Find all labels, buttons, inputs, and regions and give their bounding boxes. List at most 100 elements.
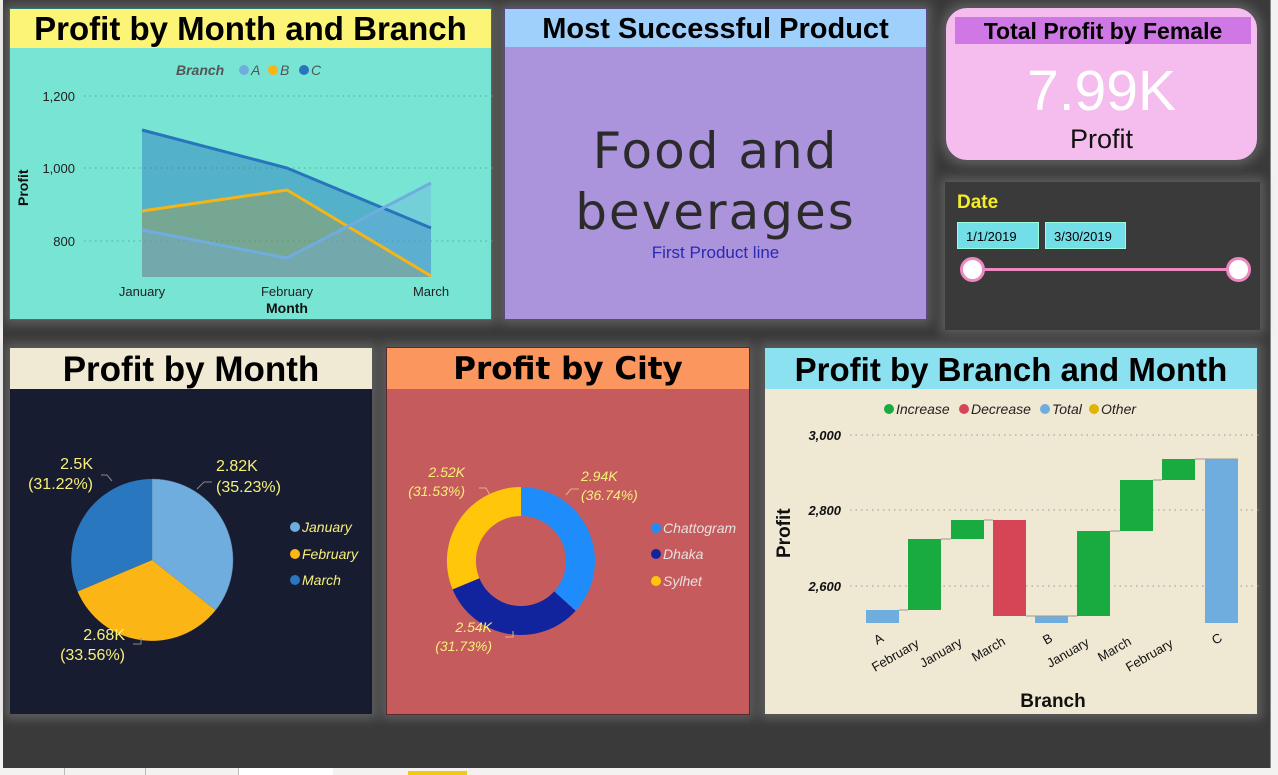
legend-decrease-icon xyxy=(959,404,969,414)
product-value: Food and beverages xyxy=(505,121,926,243)
panel-title: Most Successful Product xyxy=(505,9,926,47)
legend-item-total[interactable]: Total xyxy=(1052,401,1083,417)
profit-by-month-panel[interactable]: Profit by Month 2.82K (35.23%) 2.5K (31.… xyxy=(9,347,373,715)
legend-item-increase[interactable]: Increase xyxy=(896,401,950,417)
end-date-input[interactable]: 3/30/2019 xyxy=(1045,222,1126,249)
bar-b-total[interactable] xyxy=(1035,616,1068,623)
legend-dot-a-icon xyxy=(239,65,249,75)
legend-sylhet-icon xyxy=(651,576,661,586)
legend-february-icon xyxy=(290,549,300,559)
data-label: 2.94K xyxy=(580,468,618,484)
legend-item-chattogram[interactable]: Chattogram xyxy=(663,520,736,536)
data-label: (31.53%) xyxy=(408,483,465,499)
bar-b-january[interactable] xyxy=(1077,531,1110,616)
data-label: (36.74%) xyxy=(581,487,638,503)
x-tick: February xyxy=(1123,635,1176,674)
donut-chart[interactable]: 2.94K (36.74%) 2.52K (31.53%) 2.54K (31.… xyxy=(387,348,751,716)
x-tick: March xyxy=(413,284,449,299)
x-tick: January xyxy=(119,284,166,299)
legend-march-icon xyxy=(290,575,300,585)
y-tick: 3,000 xyxy=(808,428,841,443)
data-label: 2.54K xyxy=(454,619,492,635)
legend-item-a[interactable]: A xyxy=(250,62,260,78)
legend-item-sylhet[interactable]: Sylhet xyxy=(663,573,703,589)
panel-title: Profit by Month xyxy=(10,348,372,389)
legend-item-february[interactable]: February xyxy=(302,546,359,562)
start-slider-handle[interactable] xyxy=(960,257,985,282)
y-axis-label: Profit xyxy=(774,508,795,558)
waterfall-chart[interactable]: Increase Decrease Total Other 3,000 2,80… xyxy=(765,348,1259,716)
bar-a-february[interactable] xyxy=(908,539,941,610)
legend-chattogram-icon xyxy=(651,523,661,533)
profit-by-city-panel[interactable]: Profit by City 2.94K (36.74%) 2.52K (31.… xyxy=(386,347,750,715)
legend-item-decrease[interactable]: Decrease xyxy=(971,401,1031,417)
slice-january[interactable] xyxy=(151,478,234,611)
data-label: (31.22%) xyxy=(28,476,93,493)
profit-by-branch-month-panel[interactable]: Profit by Branch and Month Increase Decr… xyxy=(764,347,1259,716)
panel-title: Profit by Branch and Month xyxy=(765,348,1257,389)
legend-dhaka-icon xyxy=(651,549,661,559)
bar-b-february[interactable] xyxy=(1162,459,1195,480)
slice-march[interactable] xyxy=(71,479,152,592)
legend-item-other[interactable]: Other xyxy=(1101,401,1137,417)
legend-other-icon xyxy=(1089,404,1099,414)
date-slicer[interactable]: Date xyxy=(945,182,1260,330)
product-value-line2: beverages xyxy=(575,183,856,241)
segment-chattogram[interactable] xyxy=(521,487,595,611)
product-value-line1: Food and xyxy=(592,122,839,180)
panel-title: Profit by Month and Branch xyxy=(10,9,491,48)
start-date-input[interactable]: 1/1/2019 xyxy=(957,222,1039,249)
profit-by-month-branch-panel[interactable]: Profit by Month and Branch Branch A B C … xyxy=(9,8,493,321)
bar-a-total[interactable] xyxy=(866,610,899,623)
data-label: 2.52K xyxy=(427,464,465,480)
kpi-value: 7.99K xyxy=(1027,59,1176,123)
x-tick: March xyxy=(969,634,1008,665)
segment-sylhet[interactable] xyxy=(446,487,521,590)
area-chart[interactable]: Branch A B C 1,200 1,000 800 January Feb… xyxy=(10,9,493,321)
page-tabs-bar xyxy=(0,768,1278,775)
legend-dot-b-icon xyxy=(268,65,278,75)
legend-item-c[interactable]: C xyxy=(311,62,322,78)
x-axis-label: Month xyxy=(266,300,308,316)
data-label: 2.5K xyxy=(60,456,93,473)
data-label: 2.68K xyxy=(83,627,125,644)
panel-title: Total Profit by Female xyxy=(955,17,1251,44)
x-tick: February xyxy=(261,284,314,299)
end-slider-handle[interactable] xyxy=(1226,257,1251,282)
data-label: (31.73%) xyxy=(435,638,492,654)
bar-a-january[interactable] xyxy=(951,520,984,539)
series-b-line[interactable] xyxy=(141,188,432,278)
page-tab[interactable] xyxy=(145,768,146,775)
data-label: (33.56%) xyxy=(60,647,125,664)
pie-chart[interactable]: 2.82K (35.23%) 2.5K (31.22%) 2.68K (33.5… xyxy=(10,348,374,716)
slicer-label: Date xyxy=(957,192,999,213)
x-tick: A xyxy=(871,630,886,647)
y-axis-label: Profit xyxy=(15,169,31,206)
most-successful-product-card[interactable]: Most Successful Product Food and beverag… xyxy=(504,8,927,320)
legend-dot-c-icon xyxy=(299,65,309,75)
legend-item-b[interactable]: B xyxy=(280,62,289,78)
total-profit-female-card[interactable]: Total Profit by Female 7.99K Profit xyxy=(945,7,1258,161)
x-tick: January xyxy=(917,634,965,670)
data-label: 2.82K xyxy=(216,458,258,475)
active-tab-indicator xyxy=(408,771,467,775)
page-tab-active[interactable] xyxy=(238,768,333,775)
bar-b-march[interactable] xyxy=(1120,480,1153,531)
page-tab[interactable] xyxy=(64,768,65,775)
x-axis-label: Branch xyxy=(1020,691,1085,712)
bar-a-march[interactable] xyxy=(993,520,1026,616)
legend-item-january[interactable]: January xyxy=(301,519,353,535)
legend-item-dhaka[interactable]: Dhaka xyxy=(663,546,704,562)
y-tick: 2,800 xyxy=(807,503,841,518)
legend-item-march[interactable]: March xyxy=(302,572,341,588)
legend-increase-icon xyxy=(884,404,894,414)
segment-dhaka[interactable] xyxy=(452,578,576,636)
data-label: (35.23%) xyxy=(216,479,281,496)
bar-c-total[interactable] xyxy=(1205,459,1238,623)
date-range-track[interactable] xyxy=(972,268,1238,271)
y-tick: 1,000 xyxy=(42,161,75,176)
y-tick: 2,600 xyxy=(807,579,841,594)
series-a-line[interactable] xyxy=(141,181,432,260)
slice-february[interactable] xyxy=(77,560,216,641)
product-subtitle: First Product line xyxy=(651,243,780,262)
